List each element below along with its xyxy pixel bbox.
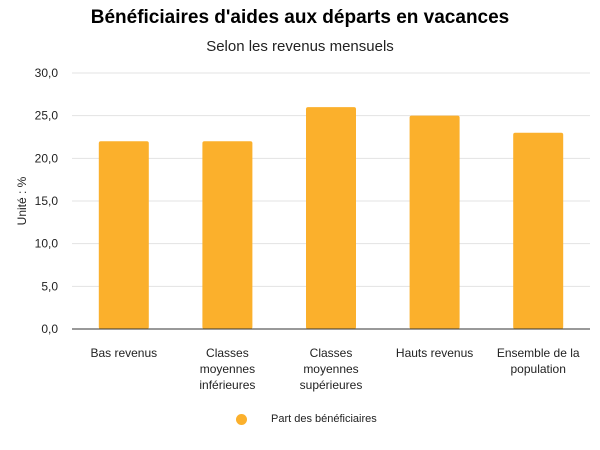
bar [306, 107, 356, 329]
y-tick-label: 0,0 [41, 322, 58, 336]
legend: Part des bénéficiaires [236, 413, 377, 425]
bar [409, 115, 460, 330]
bars [98, 107, 564, 330]
legend-label: Part des bénéficiaires [271, 413, 377, 425]
bar [513, 132, 564, 329]
y-tick-label: 20,0 [35, 151, 59, 165]
y-axis-label: Unité : % [15, 176, 29, 225]
bar [202, 141, 253, 329]
x-tick-label: Classes moyennes supérieures [300, 346, 363, 392]
bar [98, 141, 149, 329]
y-tick-label: 5,0 [41, 279, 58, 293]
chart-title: Bénéficiaires d'aides aux départs en vac… [90, 7, 510, 28]
y-tick-label: 25,0 [35, 109, 59, 123]
x-tick-label: Classes moyennes inférieures [199, 346, 255, 392]
y-tick-label: 15,0 [35, 194, 59, 208]
legend-swatch [236, 413, 247, 425]
y-tick-label: 10,0 [35, 237, 59, 251]
y-axis-ticks: 0,0 5,0 10,0 15,0 20,0 25,0 30,0 [35, 66, 59, 336]
x-axis-labels: Bas revenus Classes moyennes inférieures Cla… [90, 346, 579, 392]
x-tick-label: Bas revenus [90, 346, 157, 360]
chart-subtitle: Selon les revenus mensuels [206, 38, 394, 55]
x-tick-label: Hauts revenus [396, 346, 473, 360]
x-tick-label: Ensemble de la population [497, 346, 580, 376]
y-tick-label: 30,0 [35, 66, 59, 80]
